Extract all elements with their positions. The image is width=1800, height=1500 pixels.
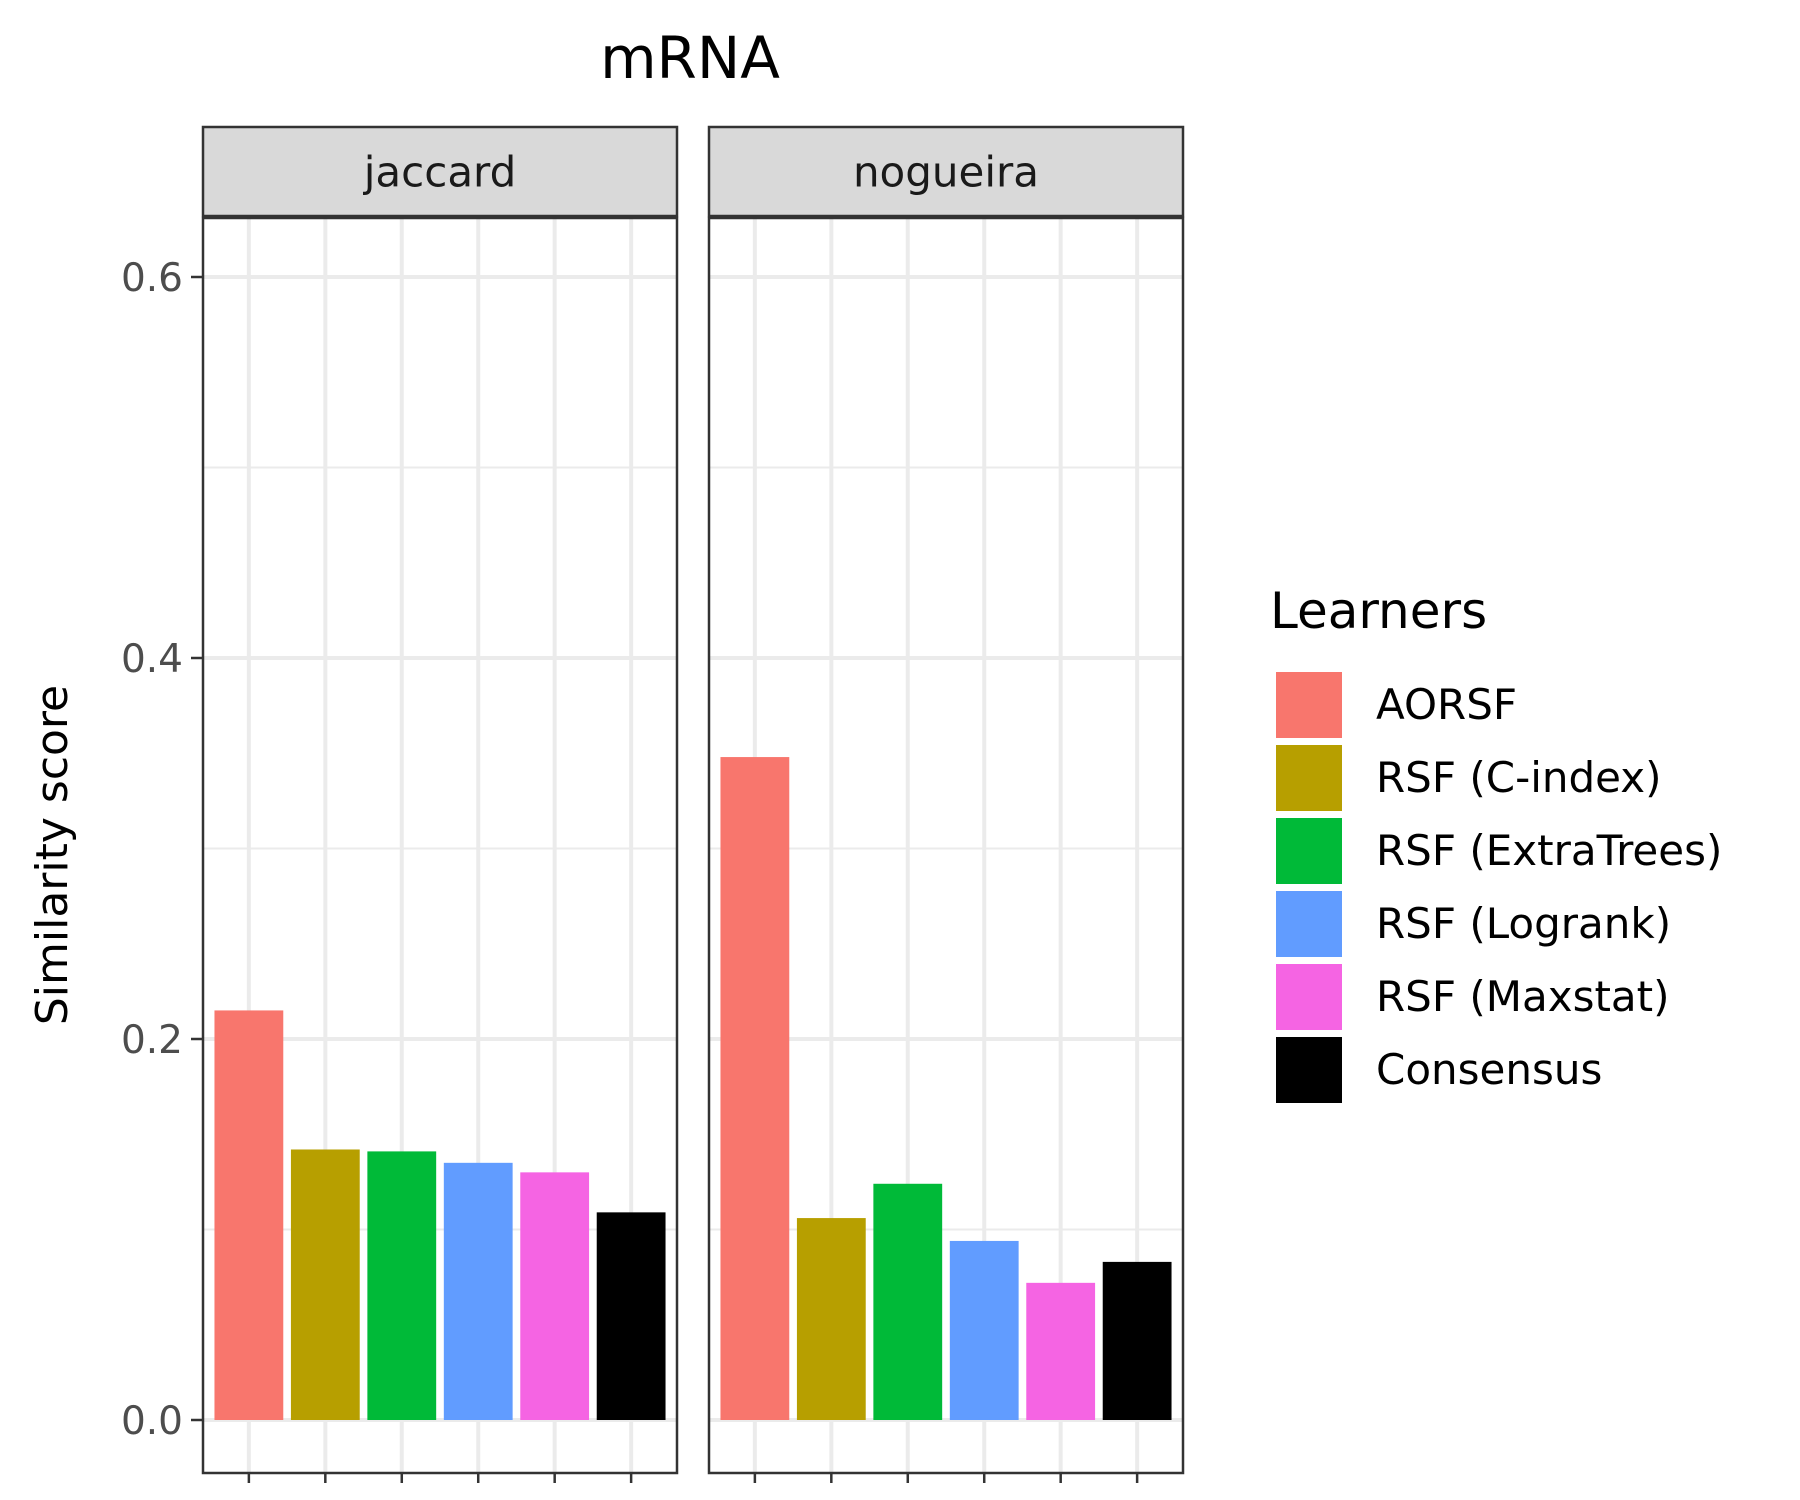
- legend-key-3: [1276, 818, 1342, 884]
- y-axis: 0.0 0.2 0.4 0.6: [121, 256, 203, 1444]
- bar-jaccard-5: [520, 1172, 590, 1420]
- legend-key-6: [1276, 1037, 1342, 1103]
- bar-nogueira-1: [720, 757, 790, 1420]
- bar-jaccard-6: [596, 1212, 666, 1420]
- bar-jaccard-2: [290, 1149, 360, 1420]
- y-tick-label: 0.0: [121, 1399, 183, 1444]
- facet-strip-label: nogueira: [853, 148, 1039, 197]
- legend-label: RSF (C-index): [1376, 753, 1662, 802]
- legend-label: AORSF: [1376, 680, 1517, 729]
- y-tick-label: 0.4: [121, 637, 183, 682]
- legend-key-4: [1276, 891, 1342, 957]
- bar-nogueira-4: [949, 1240, 1019, 1420]
- y-tick-label: 0.2: [121, 1018, 183, 1063]
- y-axis-label: Similarity score: [27, 685, 78, 1025]
- panel-border: [707, 216, 1185, 1475]
- facet-strip: [707, 125, 1185, 218]
- legend-key-5: [1276, 964, 1342, 1030]
- bar-jaccard-4: [443, 1162, 513, 1420]
- facet-panel-nogueira: nogueira: [707, 125, 1185, 1483]
- bar-jaccard-3: [367, 1151, 437, 1420]
- facet-panel-jaccard: jaccard: [201, 125, 679, 1483]
- y-tick-label: 0.6: [121, 256, 183, 301]
- legend-label: RSF (Maxstat): [1376, 972, 1670, 1021]
- legend-title: Learners: [1270, 582, 1487, 640]
- panel-border: [201, 216, 679, 1475]
- bar-jaccard-1: [214, 1010, 284, 1420]
- legend: Learners AORSF RSF (C-index) RSF (ExtraTre…: [1270, 582, 1722, 1103]
- legend-label: Consensus: [1376, 1045, 1602, 1094]
- bar-nogueira-2: [796, 1218, 866, 1420]
- legend-key-2: [1276, 745, 1342, 811]
- legend-key-1: [1276, 672, 1342, 738]
- bar-nogueira-6: [1102, 1261, 1172, 1420]
- bar-nogueira-5: [1026, 1282, 1096, 1420]
- bar-nogueira-3: [873, 1183, 943, 1420]
- chart-title: mRNA: [600, 24, 780, 92]
- facet-strip: [201, 125, 679, 218]
- facet-panels: jaccard nogueira: [201, 125, 1185, 1483]
- legend-label: RSF (Logrank): [1376, 899, 1671, 948]
- facet-strip-label: jaccard: [363, 148, 517, 197]
- legend-label: RSF (ExtraTrees): [1376, 826, 1722, 875]
